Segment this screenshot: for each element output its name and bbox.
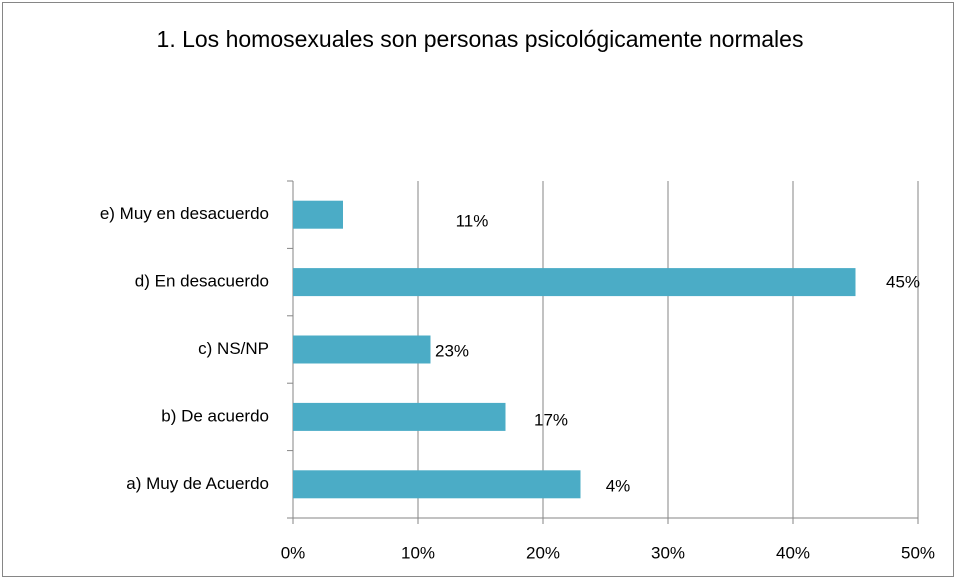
annotation: 4%	[606, 476, 631, 495]
x-tick-label: 50%	[901, 543, 935, 562]
x-tick-label: 10%	[401, 543, 435, 562]
y-tick-label: a) Muy de Acuerdo	[126, 474, 269, 493]
x-tick-label: 20%	[526, 543, 560, 562]
annotation: 17%	[534, 410, 568, 429]
x-tick-label: 0%	[281, 543, 306, 562]
bar	[293, 335, 431, 364]
chart-title: 1. Los homosexuales son personas psicoló…	[156, 26, 804, 52]
y-tick-label: c) NS/NP	[198, 339, 269, 358]
bar	[293, 470, 581, 499]
bar	[293, 200, 343, 229]
bar	[293, 268, 856, 297]
bar	[293, 402, 506, 431]
annotation: 11%	[456, 211, 489, 230]
x-tick-label: 30%	[651, 543, 685, 562]
annotation: 45%	[886, 272, 920, 291]
y-tick-label: d) En desacuerdo	[135, 272, 269, 291]
y-tick-label: e) Muy en desacuerdo	[100, 204, 269, 223]
annotation: 23%	[435, 341, 469, 360]
x-tick-label: 40%	[776, 543, 810, 562]
y-tick-label: b) De acuerdo	[161, 406, 269, 425]
